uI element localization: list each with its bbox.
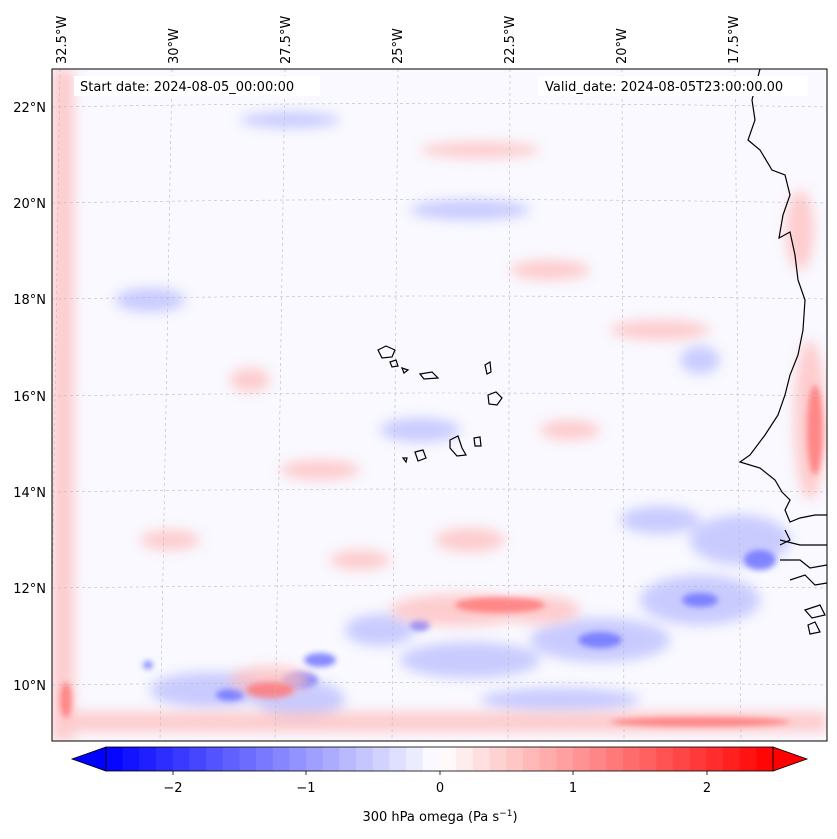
- colorbar-segment: [672, 747, 691, 771]
- colorbar-segment: [406, 747, 424, 771]
- colorbar-outline: [105, 746, 774, 772]
- colorbar-label: 300 hPa omega (Pa s−1): [362, 809, 517, 825]
- map-frame: [51, 68, 828, 742]
- cape-verde-islands: [377, 345, 503, 464]
- colorbar-segment: [489, 747, 507, 771]
- colorbar-segment: [506, 747, 524, 771]
- colorbar-segment: [539, 747, 557, 771]
- lon-tick-label: 22.5°W: [503, 16, 518, 64]
- map-panel: [52, 69, 827, 741]
- colorbar-segment: [289, 747, 307, 771]
- lat-tick-label: 10°N: [13, 679, 46, 694]
- colorbar-segment: [639, 747, 657, 771]
- coastline: [738, 69, 827, 635]
- lat-tick-label: 20°N: [13, 197, 46, 212]
- colorbar-segment: [522, 747, 541, 771]
- valid-date-label: Valid_date: 2024-08-05T23:00:00.00: [545, 80, 783, 95]
- colorbar-segment: [422, 747, 441, 771]
- colorbar-segment: [556, 747, 574, 771]
- colorbar-segment: [372, 747, 391, 771]
- lon-tick-label: 25°W: [391, 28, 406, 64]
- lat-tick-label: 14°N: [13, 486, 46, 501]
- lon-tick-label: 17.5°W: [727, 16, 742, 64]
- colorbar-segment: [306, 747, 324, 771]
- colorbar-extend-high: [772, 746, 809, 772]
- omega-field: [52, 69, 827, 741]
- gridlines: [52, 69, 827, 741]
- lat-tick-label: 12°N: [13, 582, 46, 597]
- colorbar-segment: [172, 747, 190, 771]
- colorbar-segment: [722, 747, 741, 771]
- colorbar-segment: [189, 747, 207, 771]
- colorbar-segment: [356, 747, 374, 771]
- lon-tick-label: 32.5°W: [55, 16, 70, 64]
- colorbar-segment: [622, 747, 641, 771]
- colorbar-segment: [256, 747, 274, 771]
- colorbar-segment: [339, 747, 357, 771]
- start-date-label: Start date: 2024-08-05_00:00:00: [80, 80, 294, 95]
- colorbar-segment: [456, 747, 474, 771]
- colorbar-segment: [589, 747, 607, 771]
- colorbar-tick-label: −2: [163, 781, 182, 796]
- lat-tick-label: 16°N: [13, 390, 46, 405]
- valid-date-box: [538, 76, 808, 96]
- colorbar-segment: [706, 747, 724, 771]
- lon-tick-label: 27.5°W: [279, 16, 294, 64]
- colorbar-segment: [472, 747, 491, 771]
- lat-tick-label: 18°N: [13, 293, 46, 308]
- colorbar-extend-low: [70, 746, 107, 772]
- colorbar-segment: [139, 747, 157, 771]
- lon-tick-label: 30°W: [167, 28, 182, 64]
- start-date-box: [74, 76, 320, 96]
- colorbar-segment: [206, 747, 224, 771]
- colorbar-segment: [656, 747, 674, 771]
- colorbar-segment: [156, 747, 174, 771]
- colorbar-segment: [689, 747, 707, 771]
- colorbar-tick-label: 1: [569, 781, 577, 796]
- colorbar-segment: [572, 747, 591, 771]
- colorbar: −2 −1 0 1 2 300 hPa omega (Pa s−1): [70, 746, 809, 825]
- colorbar-ticks: [172, 771, 708, 775]
- colorbar-tick-label: 2: [703, 781, 711, 796]
- colorbar-segment: [222, 747, 241, 771]
- colorbar-tick-label: −1: [296, 781, 315, 796]
- colorbar-segment: [239, 747, 257, 771]
- colorbar-segment: [606, 747, 624, 771]
- colorbar-segment: [122, 747, 140, 771]
- colorbar-segments: [106, 747, 774, 771]
- colorbar-segment: [739, 747, 757, 771]
- colorbar-segment: [389, 747, 407, 771]
- lon-tick-label: 20°W: [615, 28, 630, 64]
- colorbar-tick-label: 0: [436, 781, 444, 796]
- colorbar-segment: [272, 747, 291, 771]
- colorbar-segment: [439, 747, 457, 771]
- colorbar-segment: [756, 747, 774, 771]
- colorbar-segment: [106, 747, 124, 771]
- lat-tick-label: 22°N: [13, 101, 46, 116]
- colorbar-segment: [322, 747, 341, 771]
